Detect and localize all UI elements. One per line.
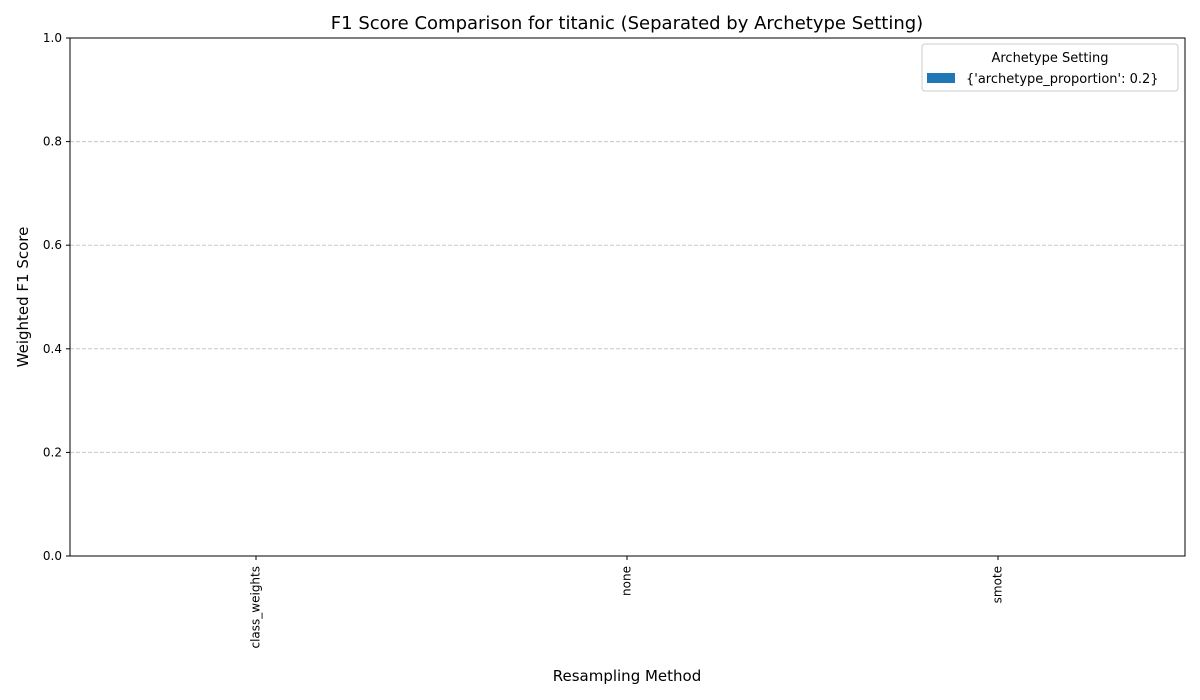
y-tick-label: 0.8: [43, 135, 62, 149]
legend-entry-label: {'archetype_proportion': 0.2}: [966, 72, 1159, 87]
y-tick-label: 0.4: [43, 342, 62, 356]
legend-box: [921, 43, 1179, 92]
y-tick-label: 0.2: [43, 445, 62, 459]
legend: Archetype Setting {'archetype_proportion…: [921, 43, 1179, 92]
x-ticks: class_weights none smote: [249, 556, 1005, 649]
x-tick-label: none: [620, 566, 634, 596]
y-ticks: 0.0 0.2 0.4 0.6 0.8 1.0: [43, 31, 70, 563]
chart-title: F1 Score Comparison for titanic (Separat…: [331, 13, 923, 34]
y-tick-label: 0.6: [43, 238, 62, 252]
y-tick-label: 1.0: [43, 31, 62, 45]
x-tick-label: smote: [991, 566, 1005, 603]
legend-title: Archetype Setting: [991, 51, 1108, 66]
gridlines: [70, 141, 1185, 453]
y-axis-label: Weighted F1 Score: [14, 227, 32, 368]
x-tick-label: class_weights: [249, 566, 263, 649]
legend-swatch: [927, 73, 955, 83]
x-axis-label: Resampling Method: [553, 667, 702, 685]
y-tick-label: 0.0: [43, 549, 62, 563]
plot-frame: [69, 37, 1186, 557]
